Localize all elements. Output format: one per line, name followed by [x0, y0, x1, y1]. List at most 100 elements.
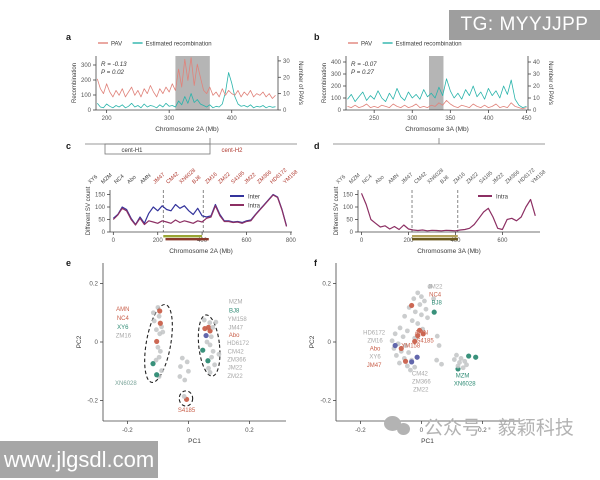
data-point [389, 338, 395, 344]
data-point [431, 309, 437, 315]
data-point [412, 338, 418, 345]
svg-text:40: 40 [533, 60, 540, 66]
data-point [393, 353, 399, 358]
svg-text:0: 0 [95, 339, 99, 346]
accession-label: XY6 [117, 325, 129, 331]
data-point [409, 318, 415, 324]
panel-b-label: b [314, 32, 320, 42]
watermark-website-text: www.jlgsdl.com [3, 446, 155, 472]
svg-text:ZM22: ZM22 [465, 172, 479, 186]
legend: PAV Estimated recombination [348, 42, 462, 48]
data-point [392, 331, 398, 337]
svg-text:AMN: AMN [387, 173, 400, 186]
scatter-points [389, 284, 479, 373]
data-point [419, 294, 424, 300]
svg-text:PAV: PAV [361, 42, 372, 48]
svg-text:0: 0 [360, 238, 364, 244]
svg-text:250: 250 [369, 116, 380, 122]
accession-label: CM42 [412, 372, 429, 378]
data-point [422, 298, 427, 304]
svg-text:0: 0 [283, 108, 287, 114]
svg-text:30: 30 [533, 72, 540, 78]
data-point [466, 353, 472, 359]
accession-label: JM47 [367, 363, 382, 369]
data-point [159, 368, 164, 374]
svg-text:150: 150 [343, 193, 354, 199]
region-bar [163, 235, 203, 238]
data-point [402, 313, 408, 319]
svg-text:-0.2: -0.2 [320, 398, 331, 405]
svg-text:200: 200 [81, 78, 92, 84]
svg-text:Abo: Abo [374, 174, 385, 185]
watermark-wechat-text: 公众号 · 毅颖科技 [424, 417, 574, 439]
svg-text:Estimated recombination: Estimated recombination [146, 42, 212, 48]
svg-text:cent-H1: cent-H1 [121, 148, 143, 154]
data-point [156, 313, 162, 319]
data-point [408, 367, 413, 373]
svg-text:0.2: 0.2 [245, 427, 254, 434]
axes [355, 190, 540, 235]
data-point [425, 315, 430, 321]
data-point [157, 308, 163, 314]
scatter-points [150, 305, 222, 402]
svg-text:0.2: 0.2 [322, 280, 331, 287]
data-point [420, 331, 426, 337]
data-point [150, 310, 156, 316]
svg-text:100: 100 [95, 205, 106, 211]
axes [93, 56, 281, 113]
panel-d-label: d [314, 141, 320, 151]
data-point [204, 339, 210, 345]
data-point [412, 309, 418, 315]
svg-text:Number of PAVs: Number of PAVs [547, 61, 553, 105]
svg-text:S4185: S4185 [230, 170, 246, 185]
accession-label: AMN [415, 331, 428, 337]
data-point [201, 317, 207, 323]
data-point [417, 302, 423, 307]
data-point [178, 364, 183, 369]
accession-label: HD6172 [363, 331, 386, 337]
axes [333, 263, 519, 424]
svg-text:450: 450 [521, 116, 532, 122]
svg-text:400: 400 [227, 116, 238, 122]
cluster-ellipse [144, 303, 173, 383]
data-point [392, 342, 398, 349]
svg-text:NC4: NC4 [113, 174, 125, 186]
svg-text:0.2: 0.2 [478, 427, 487, 434]
accession-label: NC4 [117, 316, 130, 322]
data-point [423, 306, 429, 312]
svg-text:CM42: CM42 [165, 171, 180, 185]
svg-text:CM42: CM42 [413, 171, 428, 185]
cluster-ellipse [178, 390, 194, 407]
centromere-band [429, 56, 444, 110]
data-point [154, 372, 160, 378]
accession-label: S4185 [178, 408, 196, 414]
svg-text:R = -0.07: R = -0.07 [351, 61, 377, 68]
svg-text:Recombination: Recombination [72, 63, 78, 103]
svg-text:0: 0 [88, 108, 92, 114]
svg-text:ZM22: ZM22 [217, 172, 231, 186]
svg-text:50: 50 [98, 218, 105, 224]
svg-text:0: 0 [112, 238, 116, 244]
data-point [397, 360, 402, 366]
axes [107, 190, 292, 235]
svg-text:10: 10 [533, 96, 540, 102]
panel-c-label: c [66, 141, 72, 151]
svg-text:Abo: Abo [126, 174, 137, 185]
data-point [156, 354, 162, 360]
svg-text:400: 400 [331, 60, 342, 66]
region-bar [412, 235, 458, 238]
watermark-website: www.jlgsdl.com [0, 441, 158, 478]
svg-text:0: 0 [187, 427, 191, 434]
svg-text:100: 100 [81, 93, 92, 99]
data-point [186, 368, 191, 374]
svg-text:400: 400 [197, 238, 208, 244]
accession-label: ZM22 [413, 388, 429, 394]
data-point [155, 344, 161, 350]
svg-text:200: 200 [102, 116, 113, 122]
svg-text:NC4: NC4 [361, 174, 373, 186]
svg-text:Estimated recombination: Estimated recombination [396, 42, 462, 48]
svg-text:0.2: 0.2 [89, 280, 98, 287]
accession-label: XN6028 [454, 382, 476, 388]
